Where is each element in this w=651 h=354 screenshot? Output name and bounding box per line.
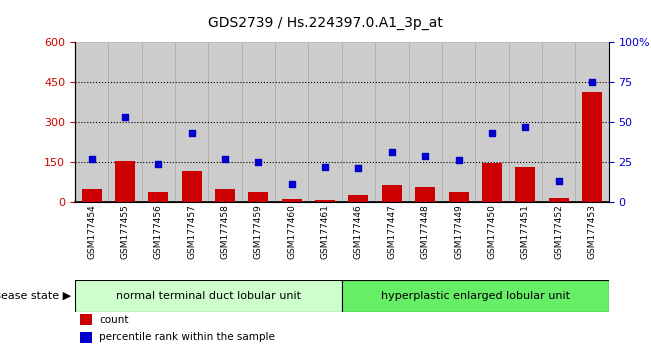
Point	[87, 156, 97, 161]
Text: GDS2739 / Hs.224397.0.A1_3p_at: GDS2739 / Hs.224397.0.A1_3p_at	[208, 16, 443, 30]
Text: normal terminal duct lobular unit: normal terminal duct lobular unit	[116, 291, 301, 301]
Bar	[348, 195, 368, 202]
Bar	[516, 167, 535, 202]
Point	[453, 158, 464, 163]
Bar	[148, 193, 168, 202]
Bar	[215, 188, 235, 202]
Point	[520, 124, 531, 130]
Point	[587, 80, 597, 85]
Bar	[315, 200, 335, 202]
Point	[286, 181, 297, 187]
Bar	[108, 42, 142, 202]
Bar	[442, 42, 475, 202]
Bar	[275, 42, 309, 202]
Bar	[115, 161, 135, 202]
Bar	[582, 92, 602, 202]
Point	[120, 115, 130, 120]
Point	[553, 178, 564, 184]
Bar	[575, 42, 609, 202]
Bar	[81, 188, 102, 202]
Bar	[208, 42, 242, 202]
Bar	[75, 42, 108, 202]
Bar	[175, 42, 208, 202]
Point	[253, 159, 264, 165]
Bar	[342, 280, 609, 312]
Bar	[75, 280, 342, 312]
Point	[220, 156, 230, 161]
Bar	[80, 332, 92, 343]
Point	[487, 130, 497, 136]
Point	[353, 165, 364, 171]
Bar	[542, 42, 575, 202]
Bar	[249, 193, 268, 202]
Bar	[508, 42, 542, 202]
Bar	[142, 42, 175, 202]
Bar	[80, 314, 92, 325]
Bar	[182, 171, 202, 202]
Bar	[475, 42, 508, 202]
Point	[387, 149, 397, 155]
Text: hyperplastic enlarged lobular unit: hyperplastic enlarged lobular unit	[381, 291, 570, 301]
Point	[186, 130, 197, 136]
Bar	[409, 42, 442, 202]
Bar	[242, 42, 275, 202]
Bar	[342, 42, 375, 202]
Bar	[482, 163, 502, 202]
Bar	[449, 193, 469, 202]
Text: percentile rank within the sample: percentile rank within the sample	[99, 332, 275, 342]
Text: count: count	[99, 315, 128, 325]
Text: disease state ▶: disease state ▶	[0, 291, 72, 301]
Bar	[309, 42, 342, 202]
Bar	[381, 184, 402, 202]
Point	[320, 164, 330, 170]
Bar	[282, 199, 301, 202]
Point	[153, 161, 163, 166]
Point	[420, 153, 430, 158]
Bar	[415, 187, 435, 202]
Bar	[375, 42, 409, 202]
Bar	[549, 198, 569, 202]
